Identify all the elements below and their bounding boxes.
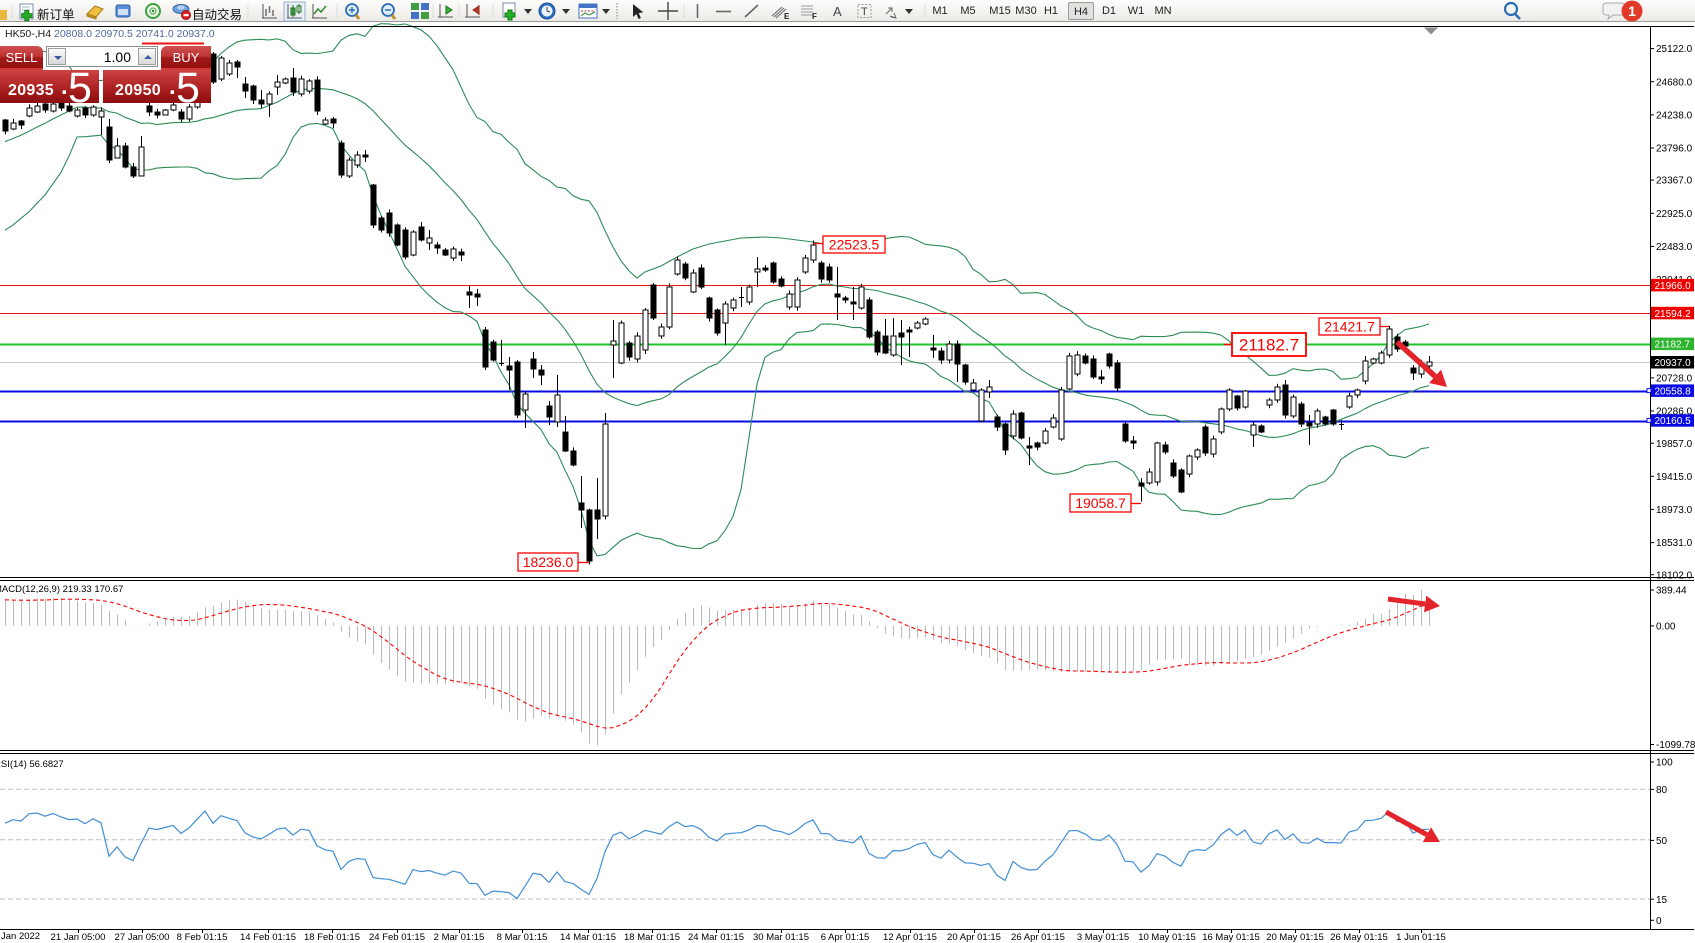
svg-text:30 Mar 01:15: 30 Mar 01:15 — [753, 932, 809, 943]
svg-text:21966.0: 21966.0 — [1655, 281, 1692, 292]
svg-text:10 May 01:15: 10 May 01:15 — [1138, 932, 1196, 943]
svg-text:21594.2: 21594.2 — [1655, 309, 1692, 320]
svg-text:T: T — [861, 6, 868, 18]
svg-text:1: 1 — [1628, 3, 1636, 19]
svg-text:20728.0: 20728.0 — [1656, 374, 1693, 385]
svg-text:18236.0: 18236.0 — [523, 554, 574, 570]
svg-text:18531.0: 18531.0 — [1656, 538, 1693, 549]
svg-text:20558.8: 20558.8 — [1655, 386, 1692, 397]
svg-text:3 May 01:15: 3 May 01:15 — [1077, 932, 1129, 943]
svg-text:20286.0: 20286.0 — [1656, 407, 1693, 418]
svg-text:12 Apr 01:15: 12 Apr 01:15 — [883, 932, 937, 943]
svg-text:8 Feb 01:15: 8 Feb 01:15 — [177, 932, 228, 943]
svg-text:E: E — [784, 12, 790, 21]
svg-text:F: F — [812, 12, 817, 21]
svg-text:1 Jun 01:15: 1 Jun 01:15 — [1396, 932, 1446, 943]
svg-text:6 Apr 01:15: 6 Apr 01:15 — [821, 932, 870, 943]
svg-text:19058.7: 19058.7 — [1075, 495, 1126, 511]
svg-text:20 May 01:15: 20 May 01:15 — [1266, 932, 1324, 943]
svg-text:23367.0: 23367.0 — [1656, 176, 1693, 187]
svg-text:100: 100 — [1656, 758, 1673, 769]
svg-text:Jan 2022: Jan 2022 — [1, 931, 40, 942]
svg-text:24238.0: 24238.0 — [1656, 111, 1693, 122]
svg-text:20808.0 20970.5 20741.0 20937.: 20808.0 20970.5 20741.0 20937.0 — [54, 28, 215, 40]
svg-text:18 Mar 01:15: 18 Mar 01:15 — [624, 932, 680, 943]
svg-text:24 Mar 01:15: 24 Mar 01:15 — [688, 932, 744, 943]
svg-text:22483.0: 22483.0 — [1656, 242, 1693, 253]
svg-text:18102.0: 18102.0 — [1656, 570, 1693, 581]
svg-text:18 Feb 01:15: 18 Feb 01:15 — [304, 932, 360, 943]
svg-text:23796.0: 23796.0 — [1656, 144, 1693, 155]
svg-text:RSI(14) 56.6827: RSI(14) 56.6827 — [0, 759, 64, 770]
svg-text:22523.5: 22523.5 — [829, 237, 880, 253]
svg-text:16 May 01:15: 16 May 01:15 — [1202, 932, 1260, 943]
svg-text:15: 15 — [1656, 895, 1668, 906]
svg-text:21421.7: 21421.7 — [1324, 319, 1375, 335]
svg-text:20 Apr 01:15: 20 Apr 01:15 — [947, 932, 1001, 943]
svg-text:19857.0: 19857.0 — [1656, 439, 1693, 450]
svg-text:0: 0 — [1656, 916, 1662, 927]
svg-text:0.00: 0.00 — [1656, 622, 1676, 633]
svg-text:26 Apr 01:15: 26 Apr 01:15 — [1011, 932, 1065, 943]
svg-text:21182.7: 21182.7 — [1239, 336, 1299, 355]
svg-text:14 Feb 01:15: 14 Feb 01:15 — [240, 932, 296, 943]
svg-text:50: 50 — [1656, 836, 1668, 847]
svg-text:20937.0: 20937.0 — [1655, 358, 1692, 369]
svg-text:HK50-,H4: HK50-,H4 — [5, 28, 51, 40]
svg-text:26 May 01:15: 26 May 01:15 — [1330, 932, 1388, 943]
svg-text:14 Mar 01:15: 14 Mar 01:15 — [560, 932, 616, 943]
svg-text:A: A — [833, 4, 842, 19]
svg-text:20160.5: 20160.5 — [1655, 416, 1692, 427]
svg-text:-1099.78: -1099.78 — [1656, 740, 1695, 751]
svg-text:25122.0: 25122.0 — [1656, 44, 1693, 55]
svg-text:389.44: 389.44 — [1656, 586, 1687, 597]
svg-text:19415.0: 19415.0 — [1656, 472, 1693, 483]
svg-text:MACD(12,26,9) 219.33 170.67: MACD(12,26,9) 219.33 170.67 — [0, 584, 123, 595]
svg-text:24680.0: 24680.0 — [1656, 77, 1693, 88]
svg-text:21182.7: 21182.7 — [1655, 340, 1691, 351]
svg-text:18973.0: 18973.0 — [1656, 505, 1693, 516]
svg-text:8 Mar 01:15: 8 Mar 01:15 — [497, 932, 548, 943]
svg-text:24 Feb 01:15: 24 Feb 01:15 — [369, 932, 425, 943]
svg-text:21 Jan 05:00: 21 Jan 05:00 — [51, 932, 106, 943]
svg-text:27 Jan 05:00: 27 Jan 05:00 — [115, 932, 170, 943]
svg-text:80: 80 — [1656, 785, 1668, 796]
svg-text:22925.0: 22925.0 — [1656, 209, 1693, 220]
svg-text:2 Mar 01:15: 2 Mar 01:15 — [434, 932, 485, 943]
